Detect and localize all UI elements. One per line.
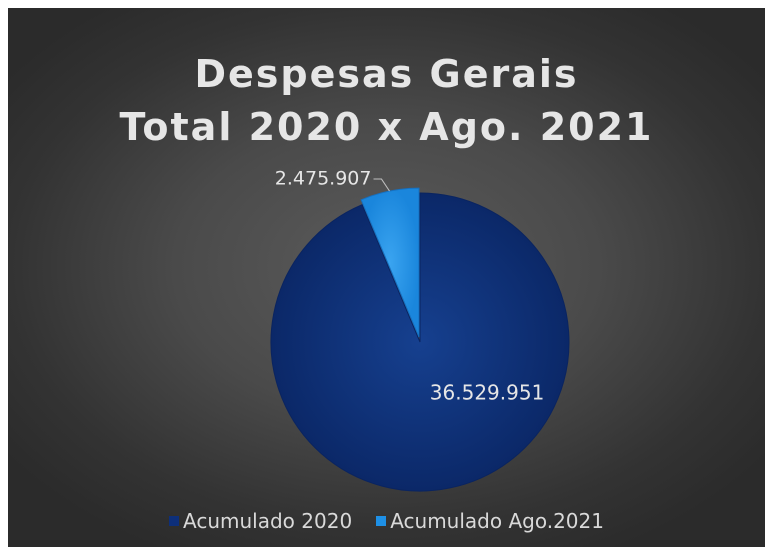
leader-line-acumulado-ago-2021 — [373, 178, 390, 192]
chart-title-line-1: Despesas Gerais — [194, 52, 579, 96]
pie-chart: 36.529.951 2.475.907 — [270, 168, 570, 492]
chart-legend: Acumulado 2020 Acumulado Ago.2021 — [8, 509, 765, 533]
legend-label-acumulado-ago-2021: Acumulado Ago.2021 — [390, 509, 604, 533]
data-label-acumulado-ago-2021: 2.475.907 — [275, 168, 372, 190]
legend-entry-acumulado-ago-2021: Acumulado Ago.2021 — [376, 509, 604, 533]
data-label-acumulado-2020: 36.529.951 — [430, 381, 545, 405]
pie-slice-acumulado-2020 — [270, 192, 570, 492]
legend-entry-acumulado-2020: Acumulado 2020 — [169, 509, 352, 533]
legend-swatch-acumulado-2020 — [169, 516, 180, 526]
legend-label-acumulado-2020: Acumulado 2020 — [183, 509, 353, 533]
chart-title-line-2: Total 2020 x Ago. 2021 — [119, 105, 654, 149]
chart-area: Despesas Gerais Total 2020 x Ago. 2021 3… — [8, 8, 765, 547]
legend-swatch-acumulado-ago-2021 — [376, 516, 387, 526]
